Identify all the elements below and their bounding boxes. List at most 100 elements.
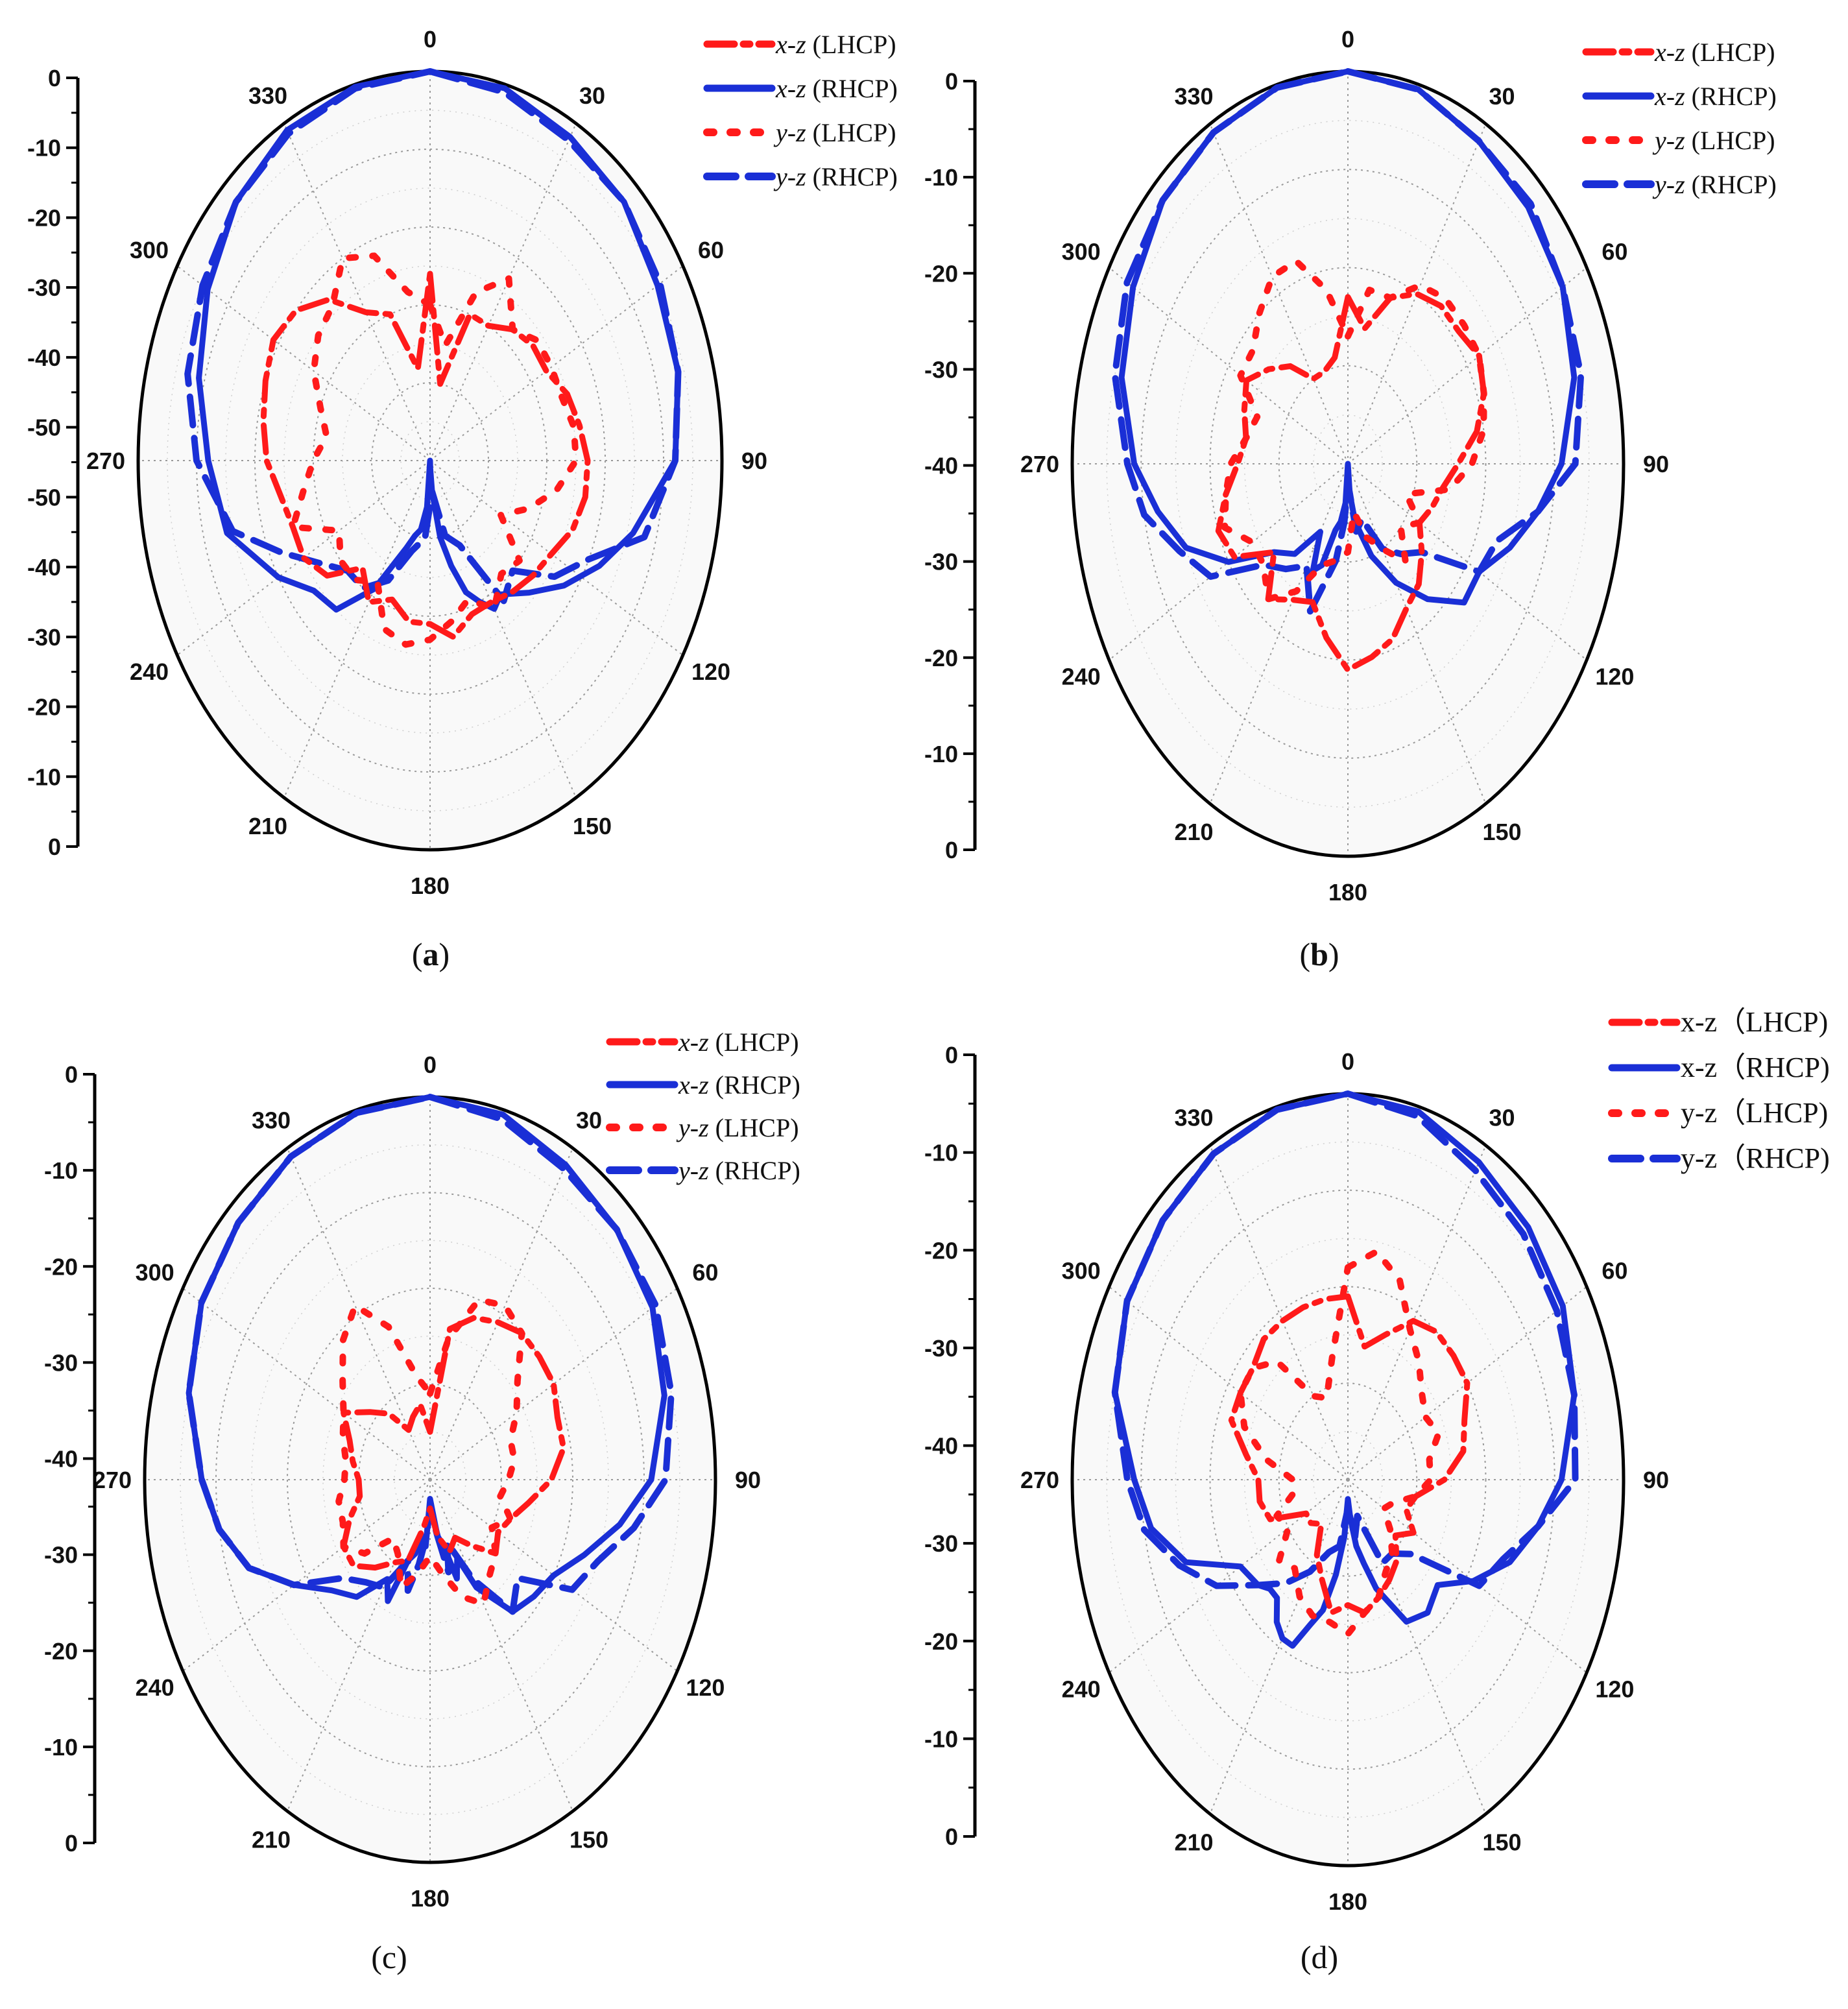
angle-tick-label: 210 [1174, 1829, 1213, 1856]
angle-tick-label: 90 [1643, 451, 1669, 477]
angle-tick-label: 30 [579, 82, 605, 109]
radial-axis-label: -20 [924, 1628, 958, 1655]
legend-label: y-z（LHCP) [1681, 1097, 1828, 1129]
caption-letter: c [381, 1939, 397, 1975]
polar-chart-b: 0 30 60 90 120 150 180 210 240 270 300 330 0 -10 -20 -3… [924, 26, 1777, 906]
angle-tick-label: 330 [248, 82, 287, 109]
grid-ring [1140, 169, 1555, 759]
grid-ring-minor [180, 1144, 680, 1815]
grid-ring-minor [251, 1240, 609, 1720]
radial-axis-label: -20 [924, 645, 958, 671]
angle-tick-label: 120 [686, 1674, 725, 1701]
legend-label: y-z (LHCP) [676, 1113, 799, 1142]
caption-a: (a) [366, 935, 496, 973]
legend-label: y-z (RHCP) [1652, 170, 1777, 199]
angle-tick-label: 180 [411, 1885, 450, 1912]
angle-tick-label: 210 [1174, 819, 1213, 845]
series-line-x-z-lhcp [1215, 291, 1487, 673]
angle-tick-label: 60 [1602, 239, 1627, 265]
caption-letter: d [1311, 1939, 1328, 1975]
radial-axis-label: -50 [27, 415, 61, 441]
caption-d: (d) [1254, 1938, 1384, 1976]
angle-tick-label: 0 [424, 26, 437, 53]
caption-open: ( [411, 936, 423, 972]
radial-axis-label: -10 [44, 1734, 78, 1761]
radial-axis-label: 0 [48, 834, 61, 860]
radial-axis-label: -10 [924, 741, 958, 767]
grid-spoke [429, 1479, 573, 1812]
grid-ring-minor [1243, 1334, 1452, 1625]
chart-panel-a: 0 30 60 90 120 150 180 210 240 270 300 330 0 -10 -20 -3… [0, 0, 924, 1002]
legend-label: x-z (RHCP) [678, 1070, 800, 1100]
radial-axis-label: 0 [945, 1042, 958, 1068]
radial-axis-label: -20 [924, 260, 958, 287]
radial-axis-label: -20 [27, 204, 61, 231]
grid-spoke [429, 265, 684, 461]
series-line-y-z-rhcp [1111, 68, 1585, 615]
grid-spoke [429, 1148, 573, 1480]
angle-tick-label: 150 [570, 1826, 608, 1853]
radial-axis-label: -40 [44, 1446, 78, 1473]
legend-label: x-z (RHCP) [1654, 82, 1777, 111]
grid-ring [1278, 1382, 1418, 1577]
grid-spoke [1109, 1286, 1349, 1480]
radial-axis-label: -10 [924, 1726, 958, 1752]
radial-axis-label: -30 [924, 1530, 958, 1557]
radial-axis-label: 0 [65, 1830, 78, 1857]
angle-tick-label: 300 [1062, 239, 1101, 265]
angle-tick-label: 90 [1643, 1467, 1669, 1493]
grid-ring [287, 1288, 573, 1672]
radial-axis-label: -40 [27, 554, 61, 581]
radial-axis-label: -30 [27, 624, 61, 651]
polar-chart-c: 0 30 60 90 120 150 180 210 240 270 300 330 0 -10 -20 -3… [44, 1028, 800, 1912]
grid-spoke [1109, 1479, 1349, 1674]
grid-spoke [1347, 463, 1587, 661]
grid-ring-minor [1313, 414, 1383, 514]
angle-tick-label: 330 [252, 1107, 291, 1134]
caption-open: ( [371, 1939, 382, 1975]
radial-axis-label: -10 [924, 1140, 958, 1166]
angle-tick-label: 0 [1341, 26, 1354, 53]
angle-tick-label: 210 [252, 1826, 291, 1853]
legend-label: y-z（RHCP) [1681, 1142, 1830, 1174]
radial-axis-label: -20 [44, 1638, 78, 1665]
radial-axis-label: 0 [48, 65, 61, 91]
caption-close: ) [396, 1939, 407, 1975]
angle-tick-label: 300 [136, 1259, 174, 1286]
grid-spoke [1109, 463, 1349, 661]
angle-tick-label: 90 [741, 448, 767, 474]
series-line-y-z-rhcp [184, 68, 682, 605]
angle-tick-label: 30 [576, 1107, 602, 1134]
series-line-y-z-lhcp [289, 252, 579, 648]
grid-spoke [1209, 1145, 1349, 1480]
angle-tick-label: 90 [735, 1467, 761, 1493]
radial-axis-label: -10 [27, 135, 61, 162]
legend-label: x-z (LHCP) [678, 1028, 799, 1057]
angle-tick-label: 60 [1602, 1258, 1627, 1284]
angle-tick-label: 270 [1020, 451, 1059, 477]
radial-axis-label: -20 [924, 1237, 958, 1264]
angle-tick-label: 150 [573, 813, 612, 839]
angle-tick-label: 180 [411, 872, 450, 899]
series-line-x-z-lhcp [260, 271, 591, 640]
legend-label: x-z (LHCP) [1654, 38, 1775, 67]
caption-open: ( [1300, 1939, 1312, 1975]
series-line-x-z-lhcp [1228, 1293, 1470, 1616]
grid-ring [1209, 1286, 1487, 1674]
legend-label: x-z（LHCP) [1681, 1006, 1828, 1038]
radial-axis-label: -30 [44, 1349, 78, 1376]
legend-label: y-z (LHCP) [773, 118, 896, 147]
caption-close: ) [1328, 936, 1339, 972]
angle-tick-label: 180 [1328, 879, 1367, 906]
angle-tick-label: 270 [86, 448, 125, 474]
caption-b: (b) [1254, 935, 1384, 973]
grid-spoke [1347, 1145, 1487, 1480]
grid-ring-minor [1175, 1238, 1521, 1722]
legend-label: y-z (RHCP) [773, 162, 898, 191]
polar-chart-d: 0 30 60 90 120 150 180 210 240 270 300 330 0 -10 -20 -3… [924, 1006, 1830, 1915]
radial-axis-label: -30 [924, 549, 958, 575]
radial-axis-label: -30 [924, 356, 958, 383]
grid-ring [1278, 365, 1418, 563]
angle-tick-label: 330 [1174, 83, 1213, 110]
radial-axis-label: -40 [924, 1433, 958, 1460]
